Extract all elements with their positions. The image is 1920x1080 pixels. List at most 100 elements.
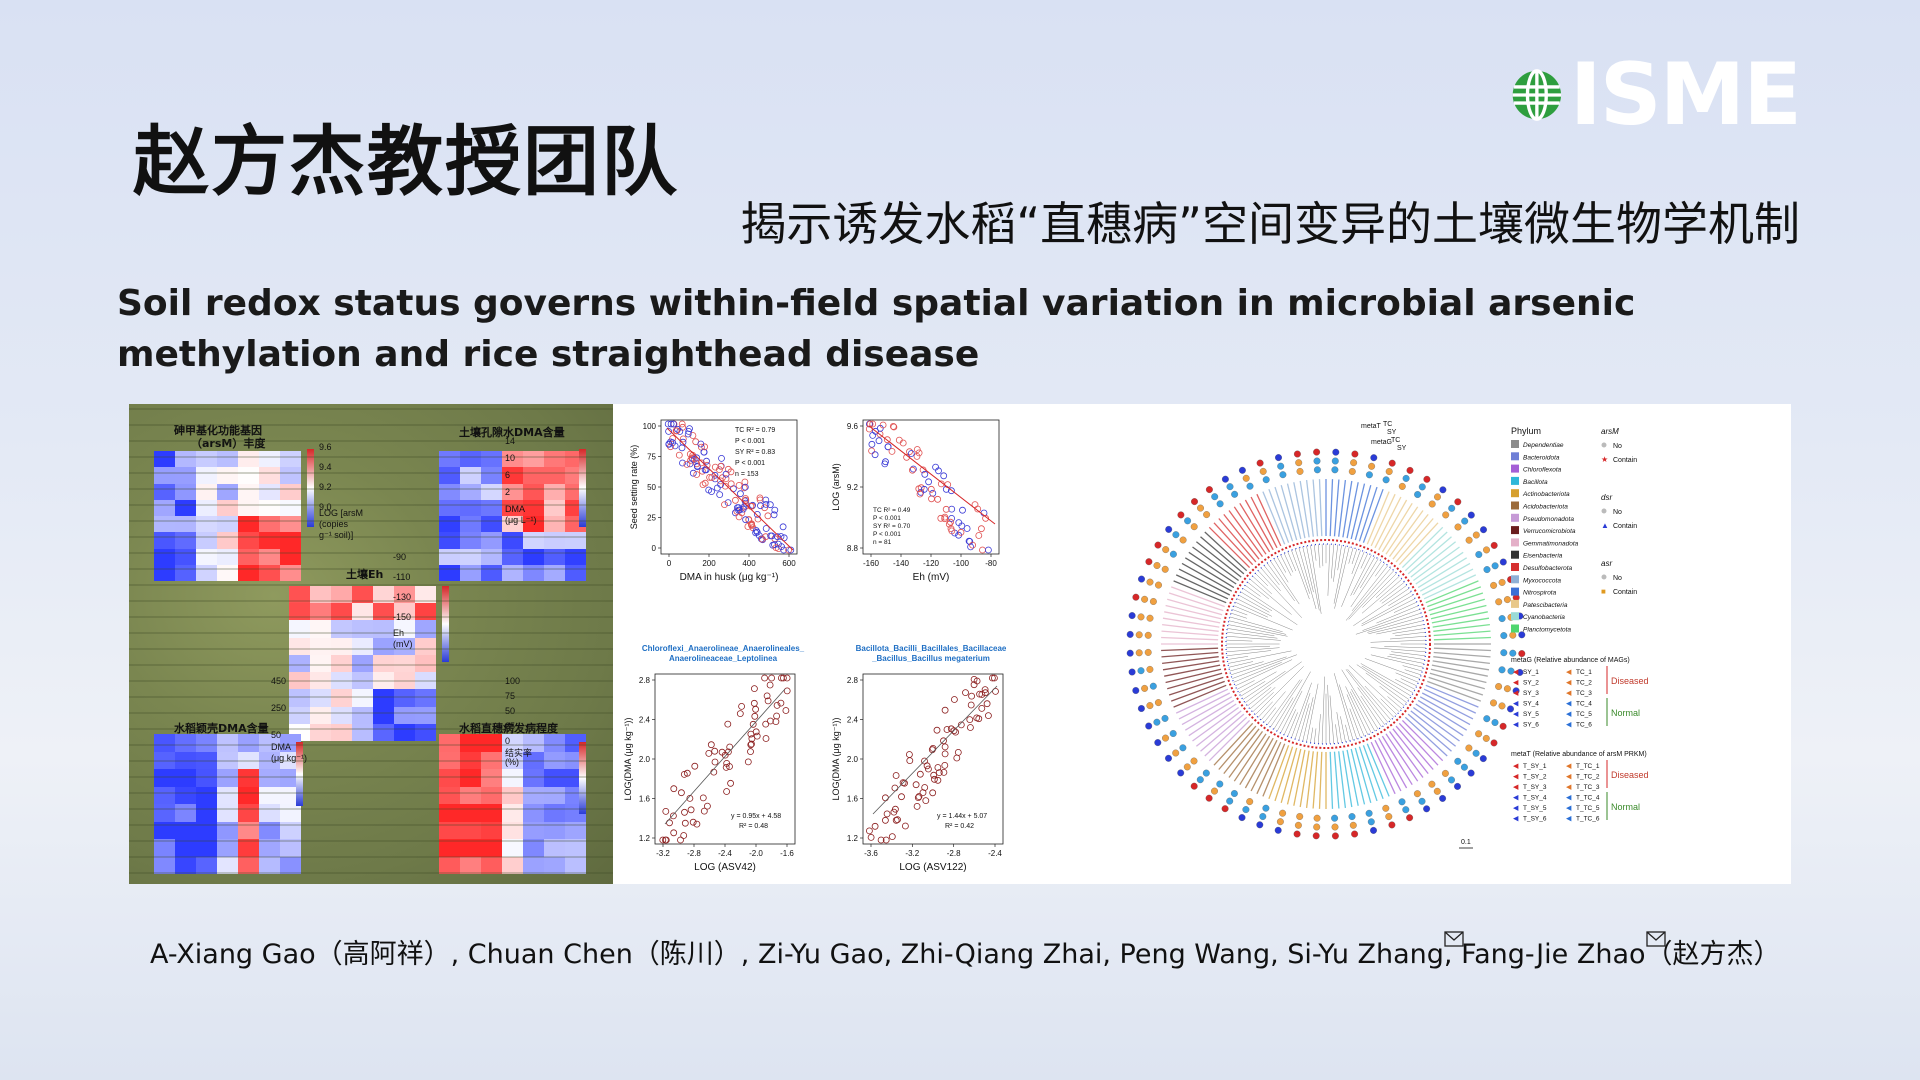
asr-no-label: No <box>1613 575 1622 582</box>
heatmap-cell <box>175 564 196 581</box>
heatmap-cell <box>175 856 196 874</box>
metag-legend-tc-label: TC_2 <box>1576 680 1592 687</box>
heatmap-cell <box>217 532 238 549</box>
husk-dma-heatmap <box>154 734 301 874</box>
scatter3-r2: R² = 0.48 <box>739 823 768 830</box>
tree-branch <box>1227 628 1275 637</box>
scatter2-point <box>974 505 982 513</box>
scatter1-point <box>766 501 774 509</box>
scatter2-point <box>937 514 945 522</box>
scatter2-point <box>875 437 883 445</box>
abundance-dot <box>1161 714 1169 722</box>
scatter4-point <box>892 816 900 824</box>
tree-branch <box>1260 691 1286 721</box>
scatter1-point <box>717 462 725 470</box>
scatter1-point <box>678 444 686 452</box>
husk-scale-label: 50 <box>271 730 282 740</box>
abundance-dot <box>1365 809 1373 817</box>
scatter4-point <box>941 750 949 758</box>
abundance-dot <box>1507 705 1514 713</box>
scatter2-point <box>868 440 876 448</box>
abundance-dot <box>1137 705 1145 712</box>
scatter4-point <box>947 725 955 733</box>
tree-leaf-label <box>1429 598 1485 616</box>
scatter2-point <box>984 546 992 554</box>
abundance-dot <box>1434 493 1441 501</box>
tree-leaf-label <box>1175 574 1229 600</box>
abundance-dot <box>1256 459 1264 467</box>
field-stripe <box>129 824 613 826</box>
tree-branch <box>1341 551 1365 607</box>
tree-leaf-label <box>1233 506 1267 555</box>
abundance-dot <box>1238 814 1246 822</box>
abundance-dot <box>1365 471 1373 479</box>
scatter2-point <box>883 436 891 444</box>
phylum-swatch <box>1511 563 1519 571</box>
scatter4-point <box>941 706 949 714</box>
tree-branch <box>1353 556 1376 595</box>
scatter4-point <box>957 721 965 729</box>
abundance-dot <box>1128 668 1136 676</box>
abundance-dot <box>1398 482 1406 490</box>
abundance-dot <box>1190 782 1198 790</box>
abundance-dot <box>1177 511 1185 519</box>
heatmap-cell <box>196 751 217 769</box>
tree-branch <box>1283 709 1297 735</box>
tree-branch <box>1263 565 1280 586</box>
scatter4-point <box>877 836 885 844</box>
abundance-dot <box>1141 595 1149 603</box>
scatter2-xtick-label: -80 <box>985 559 997 568</box>
metag-legend-sy-marker: ◀ <box>1513 701 1519 708</box>
scatter1-point <box>741 478 749 486</box>
tree-branch <box>1327 684 1331 744</box>
scatter3-point <box>683 769 691 777</box>
abundance-dot <box>1512 687 1520 695</box>
scatter4-equation: y = 1.44x + 5.07 <box>937 813 987 820</box>
heatmap-cell <box>415 654 436 673</box>
pore-scale-label: 14 <box>505 436 516 446</box>
abundance-dot <box>1351 450 1359 458</box>
tree-leaf-label <box>1398 522 1439 566</box>
scatter1-point <box>669 439 676 447</box>
field-stripe <box>129 456 613 458</box>
field-stripe <box>129 568 613 570</box>
scatter1-ytick-label: 0 <box>652 544 657 553</box>
heatmap-cell <box>394 723 415 741</box>
tree-branch <box>1287 712 1298 737</box>
phylum-swatch <box>1511 624 1519 633</box>
abundance-dot <box>1503 685 1511 693</box>
heatmap-cell <box>217 839 238 857</box>
abundance-dot <box>1331 823 1339 831</box>
tree-branch <box>1263 707 1276 723</box>
abundance-dot <box>1454 757 1462 765</box>
tree-leaf-label <box>1165 668 1222 684</box>
heatmap-cell <box>565 564 586 581</box>
arsm-unit-label: (copies <box>319 519 349 529</box>
phylum-swatch <box>1511 452 1519 461</box>
scatter1-point <box>665 440 673 448</box>
scatter4-xtick-label: -2.4 <box>988 849 1002 858</box>
abundance-dot <box>1230 790 1238 797</box>
heatmap-cell <box>310 723 331 741</box>
tree-leaf-label <box>1312 751 1319 809</box>
arsm-ring <box>1221 539 1431 749</box>
abundance-dot <box>1475 551 1483 558</box>
tree-leaf-label <box>1299 750 1310 808</box>
heatmap-cell <box>523 734 544 752</box>
tree-branch <box>1334 546 1350 609</box>
tree-branch <box>1400 678 1417 687</box>
disease-heatmap-title: 水稻直穗病发病程度 <box>459 722 558 735</box>
phylum-legend-title: Phylum <box>1511 426 1541 436</box>
metag-legend-tc-label: TC_6 <box>1576 722 1592 729</box>
heatmap-cell <box>544 804 565 822</box>
tree-branch <box>1348 547 1354 564</box>
tree-branch <box>1348 665 1400 713</box>
tree-leaf-label <box>1162 617 1220 628</box>
scatter1-point <box>694 463 701 471</box>
heatmap-cell <box>331 654 352 673</box>
tree-leaf-label <box>1392 513 1429 560</box>
heatmap-cell <box>352 672 373 690</box>
heatmap-cell <box>523 751 544 769</box>
tree-branch <box>1404 669 1422 676</box>
tree-branch <box>1379 581 1405 602</box>
